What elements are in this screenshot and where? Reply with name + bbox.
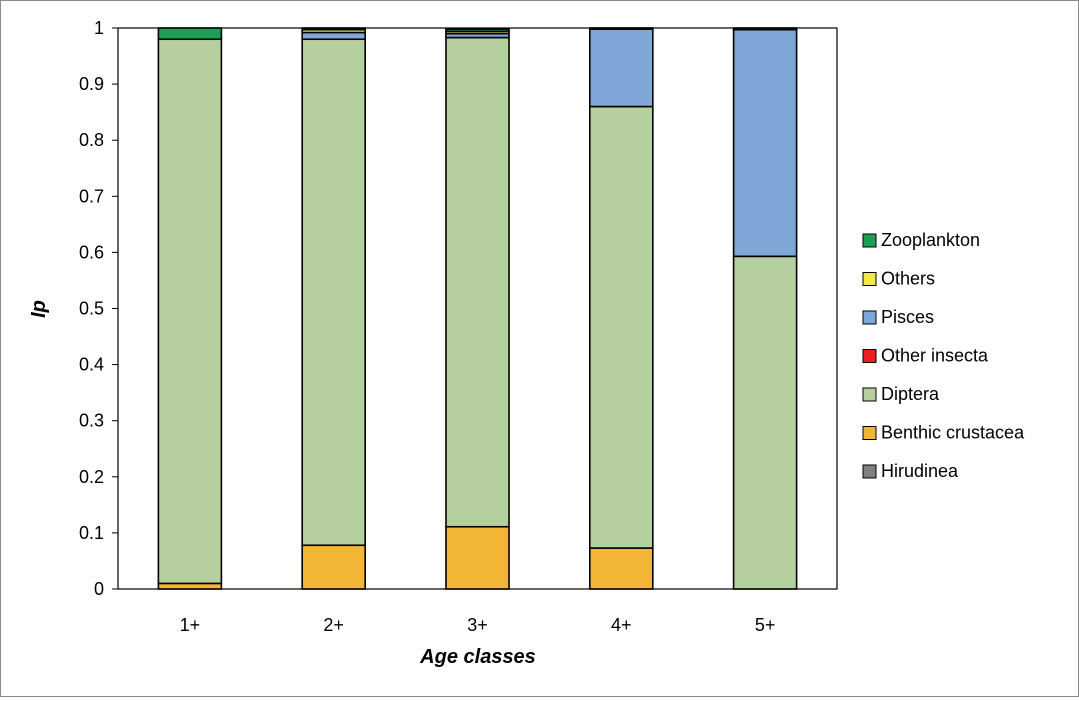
- legend-item: Benthic crustacea: [862, 423, 1025, 443]
- y-tick-label: 0.7: [79, 186, 104, 206]
- bar-segment-benthic-crustacea: [301, 544, 367, 590]
- bar-segment-pisces: [732, 28, 798, 258]
- x-tick-label: 3+: [467, 615, 488, 635]
- bars: [157, 27, 798, 590]
- x-axis: 1+ 2+ 3+ 4+ 5+: [180, 615, 776, 635]
- y-axis: 0 0.1 0.2 0.3 0.4 0.5 0.6 0.7 0.8 0.9 1: [79, 18, 118, 599]
- bar-segment-diptera: [588, 105, 654, 549]
- legend-label: Hirudinea: [881, 461, 959, 481]
- legend-label: Other insecta: [881, 346, 989, 366]
- y-tick-label: 0.1: [79, 523, 104, 543]
- legend-item: Diptera: [862, 384, 940, 404]
- legend-item: Pisces: [862, 307, 934, 327]
- y-tick-label: 1: [94, 18, 104, 38]
- legend-swatch: [862, 464, 877, 479]
- x-tick-label: 1+: [180, 615, 201, 635]
- legend-item: Other insecta: [862, 346, 989, 366]
- legend-label: Diptera: [881, 384, 940, 404]
- legend-swatch: [862, 272, 877, 286]
- legend-label: Benthic crustacea: [881, 423, 1025, 443]
- legend-swatch: [862, 233, 877, 248]
- y-tick-label: 0.5: [79, 299, 104, 319]
- bar-segment-pisces: [301, 31, 367, 41]
- x-tick-label: 2+: [323, 615, 344, 635]
- y-tick-label: 0.8: [79, 130, 104, 150]
- legend-swatch: [862, 310, 877, 325]
- bar-segment-zooplankton: [732, 27, 798, 31]
- legend-item: Hirudinea: [862, 461, 959, 481]
- legend-swatch: [862, 387, 877, 402]
- bar-segment-diptera: [157, 38, 223, 585]
- y-tick-label: 0.6: [79, 242, 104, 262]
- x-tick-label: 5+: [755, 615, 776, 635]
- bar-segment-pisces: [588, 28, 654, 108]
- bar-segment-benthic-crustacea: [157, 582, 223, 590]
- y-tick-label: 0: [94, 579, 104, 599]
- legend-item: Others: [862, 269, 935, 289]
- y-tick-label: 0.3: [79, 411, 104, 431]
- legend-label: Pisces: [881, 307, 934, 327]
- bar-segment-zooplankton: [588, 27, 654, 30]
- bar-segment-diptera: [301, 38, 367, 547]
- y-tick-label: 0.4: [79, 355, 104, 375]
- bar-segment-benthic-crustacea: [445, 525, 510, 590]
- y-tick-label: 0.9: [79, 74, 104, 94]
- bar-segment-zooplankton: [445, 28, 510, 33]
- legend-swatch: [862, 349, 877, 363]
- bar-segment-diptera: [445, 36, 510, 528]
- x-axis-title: Age classes: [419, 646, 536, 668]
- legend-label: Others: [881, 269, 935, 289]
- bar-segment-diptera: [732, 255, 798, 590]
- x-tick-label: 4+: [611, 615, 632, 635]
- bar-segment-benthic-crustacea: [588, 547, 654, 590]
- legend: Zooplankton Others Pisces Other insecta Dipt…: [862, 230, 1025, 481]
- y-tick-label: 0.2: [79, 467, 104, 487]
- legend-item: Zooplankton: [862, 230, 980, 250]
- bar-segment-zooplankton: [157, 27, 223, 41]
- y-axis-title: Ip: [28, 300, 50, 318]
- bar-segment-zooplankton: [301, 27, 367, 31]
- legend-swatch: [862, 426, 877, 440]
- legend-label: Zooplankton: [881, 230, 980, 250]
